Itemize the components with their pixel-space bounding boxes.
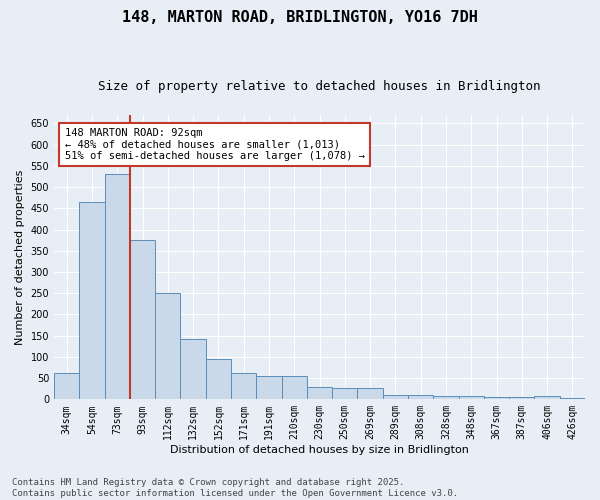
Bar bbox=[206, 360, 231, 400]
Bar bbox=[332, 388, 358, 400]
Bar bbox=[509, 397, 535, 400]
Bar bbox=[535, 396, 560, 400]
Text: 148 MARTON ROAD: 92sqm
← 48% of detached houses are smaller (1,013)
51% of semi-: 148 MARTON ROAD: 92sqm ← 48% of detached… bbox=[65, 128, 365, 161]
Bar bbox=[104, 174, 130, 400]
Bar bbox=[54, 373, 79, 400]
Bar bbox=[560, 398, 585, 400]
Bar bbox=[307, 387, 332, 400]
Bar bbox=[181, 338, 206, 400]
Title: Size of property relative to detached houses in Bridlington: Size of property relative to detached ho… bbox=[98, 80, 541, 93]
Bar bbox=[408, 394, 433, 400]
Bar bbox=[358, 388, 383, 400]
Bar bbox=[155, 293, 181, 400]
Bar bbox=[130, 240, 155, 400]
Bar bbox=[281, 376, 307, 400]
Text: Contains HM Land Registry data © Crown copyright and database right 2025.
Contai: Contains HM Land Registry data © Crown c… bbox=[12, 478, 458, 498]
Bar bbox=[256, 376, 281, 400]
Bar bbox=[231, 373, 256, 400]
Bar bbox=[79, 202, 104, 400]
Bar bbox=[433, 396, 458, 400]
X-axis label: Distribution of detached houses by size in Bridlington: Distribution of detached houses by size … bbox=[170, 445, 469, 455]
Bar bbox=[458, 396, 484, 400]
Text: 148, MARTON ROAD, BRIDLINGTON, YO16 7DH: 148, MARTON ROAD, BRIDLINGTON, YO16 7DH bbox=[122, 10, 478, 25]
Y-axis label: Number of detached properties: Number of detached properties bbox=[15, 170, 25, 345]
Bar bbox=[383, 394, 408, 400]
Bar bbox=[484, 397, 509, 400]
